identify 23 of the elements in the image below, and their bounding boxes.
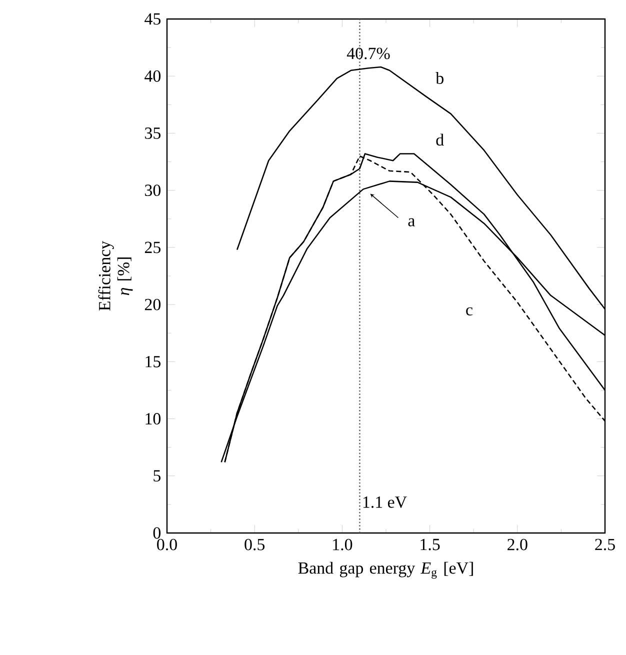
y-tick-label: 35 <box>145 128 160 139</box>
series-label: a <box>408 218 415 226</box>
y-tick-label: 30 <box>145 184 161 196</box>
y-tick-label: 15 <box>146 356 160 368</box>
text: c <box>466 307 472 316</box>
y-tick-label: 45 <box>144 13 160 25</box>
ref-line-label: 1.1 eV <box>363 496 407 508</box>
x-tick-label: 2.0 <box>508 538 528 550</box>
y-tick-label: 0 <box>153 527 161 539</box>
y-tick-label: 40 <box>144 70 161 82</box>
annotation: 40.7% <box>346 48 390 60</box>
y-tick-label: 10 <box>146 413 161 424</box>
x-axis-title: Band gap energy E$_{g}$ [eV] <box>298 562 473 579</box>
y-tick-label: 20 <box>144 298 161 310</box>
y-tick-label: 5 <box>154 470 160 482</box>
x-tick-label: 1.5 <box>420 538 440 550</box>
series-label: d <box>436 134 444 146</box>
x-tick-label: 0.0 <box>157 538 177 550</box>
x-tick-label: 0.5 <box>244 538 265 550</box>
series-label: b <box>436 72 444 84</box>
y-tick-label: 25 <box>144 242 160 254</box>
x-tick-label: 1.0 <box>333 538 352 550</box>
x-tick-label: 2.5 <box>595 538 615 550</box>
